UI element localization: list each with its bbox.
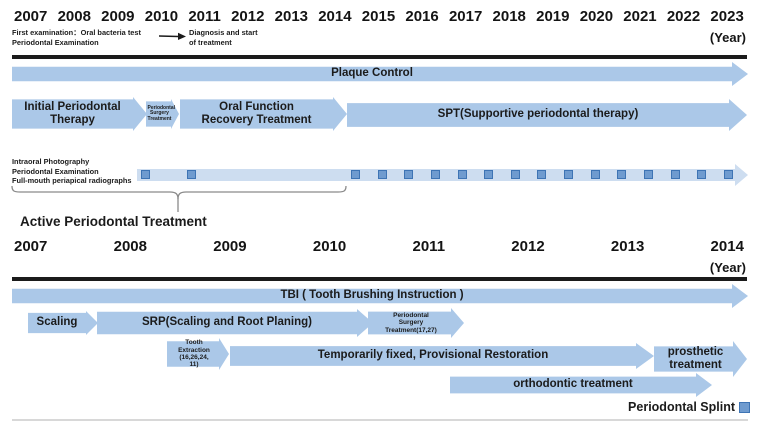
active-treatment-label: Active Periodontal Treatment (20, 214, 207, 229)
year-label: 2007 (14, 238, 48, 255)
arrow-tbi-label: TBI ( Tooth Brushing Instruction ) (280, 289, 464, 302)
arrow-initial-therapy-shape (12, 97, 147, 131)
year-label: 2021 (623, 8, 657, 25)
year-label: 2010 (144, 8, 179, 25)
arrow-spt: SPT(Supportive periodontal therapy) (347, 99, 747, 131)
arrow-temp-fixed: Temporarily fixed, Provisional Restorati… (230, 343, 654, 369)
year-label: 2008 (57, 8, 91, 25)
year-label: 2010 (312, 238, 347, 255)
arrow-perio-surgery-1727: Periodontal Surgery Treatment(17,27) (368, 308, 464, 338)
arrow-plaque-control-label: Plaque Control (331, 67, 413, 80)
arrow-srp-shape (97, 309, 373, 337)
arrow-perio-surgery-small-label: Periodontal Surgery Treatment (147, 104, 176, 122)
periodontal-splint-row: Periodontal Splint (500, 400, 750, 414)
year-label: 2008 (113, 238, 147, 255)
note-diagnosis: Diagnosis and start of treatment (189, 28, 258, 47)
arrow-spt-shape (347, 99, 747, 131)
arrow-temp-fixed-label: Temporarily fixed, Provisional Restorati… (317, 349, 549, 362)
year-label: 2014 (710, 238, 744, 255)
arrow-srp-label: SRP(Scaling and Root Planing) (142, 316, 312, 329)
arrow-tooth-extraction: Tooth Extraction (16,26,24, 11) (167, 338, 229, 370)
year-label: 2013 (274, 8, 309, 25)
arrow-initial-therapy: Initial Periodontal Therapy (12, 97, 147, 131)
year-label: 2015 (361, 8, 396, 25)
arrow-spt-label: SPT(Supportive periodontal therapy) (437, 108, 639, 121)
arrow-oral-function: Oral Function Recovery Treatment (180, 97, 347, 131)
arrow-orthodontic: orthodontic treatment (450, 373, 712, 397)
exam-track-label-photography: Intraoral Photography (12, 157, 90, 166)
arrow-perio-surgery-1727-shape (368, 308, 464, 338)
exam-track-labels: Intraoral Photography Periodontal Examin… (12, 157, 132, 186)
arrow-perio-surgery-1727-label: Periodontal Surgery Treatment(17,27) (385, 312, 437, 334)
year-label: 2012 (511, 238, 545, 255)
year-label: 2011 (188, 8, 221, 25)
years-row-bottom: 2007 2008 2009 2010 2011 2012 2013 2014 (14, 238, 744, 255)
exam-track-label-examination: Periodontal Examination (12, 166, 99, 176)
note-diagnosis-line2: of treatment (189, 37, 232, 47)
arrow-temp-fixed-shape (230, 343, 654, 369)
arrow-perio-surgery-small-shape (146, 99, 179, 129)
year-label: 2017 (448, 8, 483, 25)
year-label: 2016 (405, 8, 439, 25)
figure-bottom-border (12, 419, 748, 421)
arrow-orthodontic-label: orthodontic treatment (513, 378, 633, 391)
year-label: 2020 (579, 8, 614, 25)
arrow-tooth-extraction-label: Tooth Extraction (16,26,24, 11) (178, 339, 210, 369)
year-label: 2018 (492, 8, 526, 25)
year-label: 2009 (213, 238, 247, 255)
note-periodontal-exam: Periodontal Examination (12, 38, 99, 47)
year-label: 2007 (14, 8, 48, 25)
arrow-perio-surgery-small: Periodontal Surgery Treatment (146, 99, 179, 129)
year-unit-top: (Year) (709, 30, 746, 45)
arrow-prosthetic: prosthetic treatment (654, 341, 747, 377)
arrow-tooth-extraction-shape (167, 338, 229, 370)
timeline-bar-bottom (12, 277, 747, 281)
year-unit-bottom: (Year) (709, 260, 746, 275)
year-label: 2014 (318, 8, 352, 25)
year-label: 2023 (710, 8, 744, 25)
periodontal-splint-marker (739, 401, 750, 413)
year-label: 2012 (231, 8, 265, 25)
periodontal-splint-label: Periodontal Splint (628, 400, 735, 414)
year-label: 2009 (101, 8, 135, 25)
arrow-oral-function-shape (180, 97, 347, 131)
year-label: 2011 (412, 238, 446, 255)
timeline-bar-top (12, 55, 747, 59)
arrow-initial-therapy-label: Initial Periodontal Therapy (24, 100, 121, 126)
arrow-tbi: TBI ( Tooth Brushing Instruction ) (12, 284, 748, 308)
arrow-oral-function-label: Oral Function Recovery Treatment (201, 100, 312, 126)
arrow-orthodontic-shape (450, 373, 712, 397)
year-label: 2019 (536, 8, 570, 25)
arrow-plaque-control: Plaque Control (12, 62, 748, 86)
examination-track-arrow-shape (137, 164, 748, 186)
arrow-prosthetic-label: prosthetic treatment (667, 345, 724, 371)
examination-track-arrow (137, 164, 748, 186)
arrow-scaling-shape (28, 311, 98, 335)
arrow-prosthetic-shape (654, 341, 747, 377)
arrow-scaling-label: Scaling (36, 316, 78, 329)
year-label: 2022 (666, 8, 701, 25)
year-label: 2013 (610, 238, 645, 255)
arrow-scaling: Scaling (28, 311, 98, 335)
active-treatment-brace (11, 185, 347, 212)
years-row-top: 2007 2008 2009 2010 2011 2012 2013 2014 2015 2016… (14, 8, 744, 25)
note-first-exam: First examination：Oral bacteria test (12, 28, 141, 37)
diagnosis-arrow-icon (159, 32, 186, 40)
note-diagnosis-line1: Diagnosis and start (189, 28, 258, 37)
arrow-srp: SRP(Scaling and Root Planing) (97, 309, 373, 337)
exam-track-label-radiographs: Full-mouth periapical radiographs (12, 176, 132, 186)
